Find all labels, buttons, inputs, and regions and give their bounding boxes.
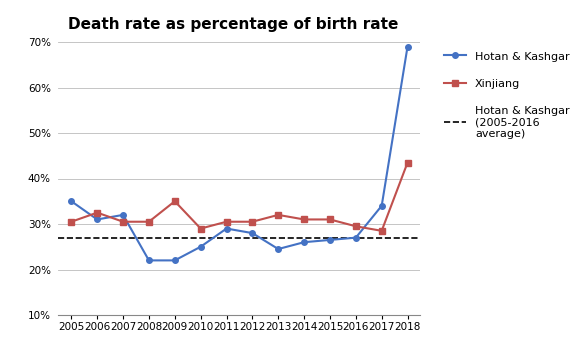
Hotan & Kashgar (404, 44, 411, 49)
Hotan & Kashgar (120, 213, 127, 217)
Xinjiang (274, 213, 281, 217)
Hotan & Kashgar (352, 236, 359, 240)
Hotan & Kashgar (274, 247, 281, 251)
Hotan & Kashgar (378, 204, 385, 208)
Hotan & Kashgar (223, 226, 230, 231)
Hotan & Kashgar (68, 199, 75, 203)
Xinjiang (197, 226, 204, 231)
Hotan & Kashgar (197, 245, 204, 249)
Xinjiang (326, 217, 333, 222)
Line: Hotan & Kashgar: Hotan & Kashgar (68, 44, 411, 263)
Xinjiang (145, 220, 152, 224)
Xinjiang (404, 160, 411, 164)
Xinjiang (93, 210, 100, 215)
Xinjiang (301, 217, 308, 222)
Hotan & Kashgar (301, 240, 308, 244)
Xinjiang (68, 220, 75, 224)
Xinjiang (249, 220, 256, 224)
Hotan & Kashgar (93, 217, 100, 222)
Hotan & Kashgar (249, 231, 256, 235)
Hotan & Kashgar (145, 258, 152, 262)
Xinjiang (223, 220, 230, 224)
Hotan & Kashgar (171, 258, 178, 262)
Text: Death rate as percentage of birth rate: Death rate as percentage of birth rate (68, 18, 399, 33)
Line: Xinjiang: Xinjiang (68, 160, 411, 233)
Xinjiang (378, 229, 385, 233)
Hotan & Kashgar (326, 238, 333, 242)
Legend: Hotan & Kashgar, Xinjiang, Hotan & Kashgar
(2005-2016
average): Hotan & Kashgar, Xinjiang, Hotan & Kashg… (440, 48, 573, 142)
Xinjiang (120, 220, 127, 224)
Xinjiang (171, 199, 178, 203)
Xinjiang (352, 224, 359, 229)
